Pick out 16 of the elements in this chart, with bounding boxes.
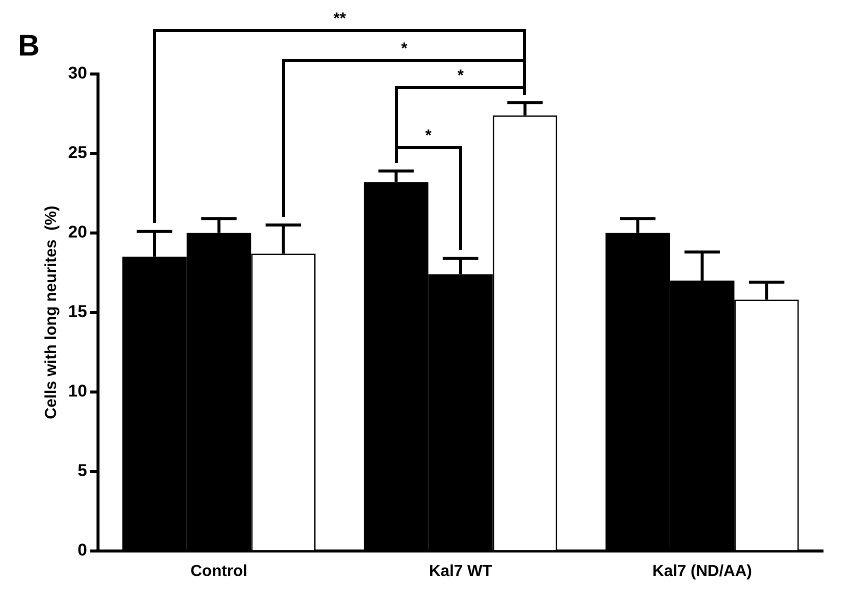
y-axis-title: Cells with long neurites (%) <box>43 206 60 420</box>
x-tick-label: Kal7 WT <box>428 562 492 580</box>
y-tick-label: 0 <box>78 540 88 560</box>
y-tick-label: 20 <box>68 222 88 242</box>
text: B <box>18 29 40 62</box>
y-tick-label: 10 <box>68 382 88 401</box>
y-tick-label: 5 <box>78 461 88 480</box>
x-tick-label: Control <box>190 562 248 580</box>
text: ** <box>334 10 347 28</box>
y-tick-label: 15 <box>68 302 88 322</box>
annotation: * <box>457 67 464 84</box>
y-tick-label: 25 <box>68 143 88 162</box>
x-tick-label: Kal7 (ND/AA) <box>652 562 752 580</box>
text: * <box>401 40 408 58</box>
annotation: * <box>425 127 432 144</box>
y-tick-label: 30 <box>68 64 88 83</box>
